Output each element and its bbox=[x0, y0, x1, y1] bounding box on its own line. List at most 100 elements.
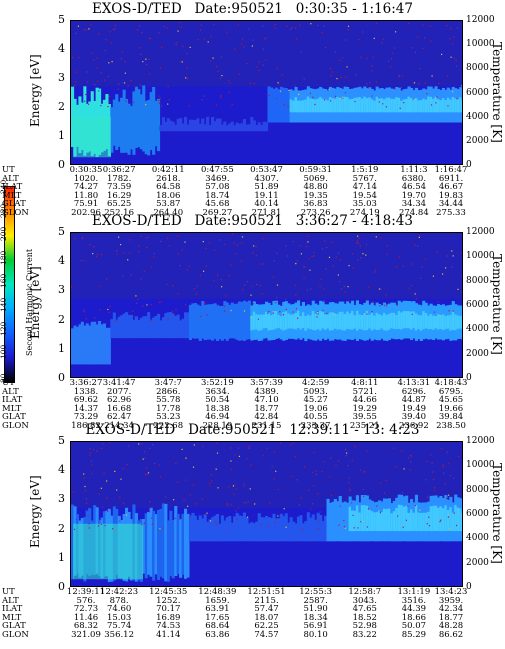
ephemeris-value: 0:36:27 bbox=[102, 165, 136, 175]
ephemeris-value: 12:48:39 bbox=[198, 587, 237, 597]
noise-speckle bbox=[344, 291, 346, 293]
spectrogram-core bbox=[397, 311, 401, 329]
noise-speckle bbox=[173, 314, 175, 316]
spectrogram-column bbox=[169, 120, 173, 132]
noise-speckle bbox=[221, 75, 223, 77]
spectrogram-column bbox=[225, 302, 229, 341]
noise-speckle bbox=[217, 274, 219, 276]
ephemeris-value: 53.23 bbox=[156, 412, 181, 423]
noise-speckle bbox=[260, 524, 263, 526]
noise-speckle bbox=[340, 76, 342, 78]
spectrogram-core bbox=[299, 316, 303, 330]
noise-speckle bbox=[87, 103, 90, 105]
noise-speckle bbox=[210, 36, 212, 38]
spectrogram-column bbox=[159, 125, 163, 132]
noise-speckle bbox=[193, 444, 195, 446]
noise-speckle bbox=[108, 101, 110, 103]
noise-speckle bbox=[204, 302, 206, 304]
ephemeris-value: 1:11:3 bbox=[400, 165, 428, 175]
spectrogram-column bbox=[346, 502, 350, 542]
noise-speckle bbox=[426, 93, 428, 95]
spectrogram-core bbox=[370, 313, 374, 331]
ephemeris-value: 18.77 bbox=[254, 403, 279, 414]
spectrogram-core bbox=[370, 99, 374, 113]
noise-speckle bbox=[160, 240, 162, 243]
spectrogram-column bbox=[321, 521, 325, 542]
noise-speckle bbox=[317, 311, 319, 313]
spectrogram-column bbox=[245, 301, 249, 340]
y-right-tick-label: 12000 bbox=[466, 227, 495, 237]
noise-speckle bbox=[267, 312, 269, 314]
spectrogram-core bbox=[429, 314, 433, 330]
spectrogram-core bbox=[270, 315, 274, 330]
y-right-tick-label: 0 bbox=[466, 373, 472, 383]
spectrogram-column bbox=[186, 312, 190, 339]
noise-speckle bbox=[249, 82, 251, 84]
noise-speckle bbox=[84, 311, 86, 313]
noise-speckle bbox=[117, 88, 119, 90]
noise-speckle bbox=[259, 263, 261, 265]
spectrogram-column bbox=[125, 99, 129, 153]
ephemeris-value: 53.87 bbox=[156, 199, 181, 210]
spectrogram-core bbox=[380, 98, 384, 113]
noise-speckle bbox=[85, 93, 87, 96]
noise-speckle bbox=[224, 310, 226, 312]
noise-speckle bbox=[120, 478, 122, 480]
noise-speckle bbox=[308, 489, 310, 491]
spectrogram-core bbox=[451, 512, 455, 532]
noise-speckle bbox=[312, 96, 314, 98]
spectrogram-core bbox=[316, 315, 320, 330]
noise-speckle bbox=[303, 78, 305, 80]
spectrogram-column bbox=[164, 121, 168, 132]
noise-speckle bbox=[185, 77, 187, 79]
spectrogram-column bbox=[71, 504, 75, 580]
spectrogram-column bbox=[149, 507, 153, 577]
noise-speckle bbox=[114, 28, 116, 30]
noise-speckle bbox=[303, 466, 306, 468]
spectrogram-column bbox=[242, 300, 246, 341]
noise-speckle bbox=[81, 238, 84, 240]
spectrogram-svg bbox=[71, 442, 462, 586]
noise-speckle bbox=[259, 284, 261, 287]
noise-speckle bbox=[348, 265, 350, 267]
ephemeris-value: 45.65 bbox=[438, 395, 464, 406]
noise-speckle bbox=[447, 75, 449, 77]
spectrogram-column bbox=[220, 515, 224, 542]
noise-speckle bbox=[385, 294, 387, 296]
spectrogram-column bbox=[331, 501, 335, 542]
spectrogram-column bbox=[152, 510, 156, 581]
spectrogram-column bbox=[262, 517, 266, 542]
ephemeris-table: UT 0:30:35 0:36:27 0:42:11 0:47:55 0:53:47 0:5… bbox=[2, 166, 502, 218]
noise-speckle bbox=[82, 237, 84, 239]
ephemeris-value: 65.25 bbox=[106, 199, 132, 210]
spectrogram-column bbox=[213, 303, 217, 339]
noise-speckle bbox=[344, 527, 346, 529]
noise-speckle bbox=[107, 510, 109, 513]
spectrogram-core bbox=[422, 311, 426, 330]
spectrogram-column bbox=[122, 313, 126, 339]
spectrogram-core bbox=[336, 313, 340, 330]
noise-speckle bbox=[422, 24, 424, 26]
spectrogram-core bbox=[272, 311, 276, 330]
spectrogram-core bbox=[351, 510, 355, 532]
noise-speckle bbox=[106, 497, 108, 499]
noise-speckle bbox=[71, 286, 73, 288]
spectrogram-core bbox=[348, 313, 352, 330]
noise-speckle bbox=[402, 491, 404, 494]
noise-speckle bbox=[182, 45, 184, 47]
y-right-tick-label: 10000 bbox=[466, 251, 495, 262]
spectrogram-column bbox=[139, 94, 143, 150]
ephemeris-value: 19.49 bbox=[401, 403, 427, 414]
noise-speckle bbox=[359, 245, 361, 247]
noise-speckle bbox=[275, 302, 277, 304]
spectrogram-core bbox=[402, 311, 406, 329]
ephemeris-value: 2587. bbox=[303, 595, 328, 606]
noise-speckle bbox=[434, 487, 436, 489]
noise-speckle bbox=[253, 83, 256, 85]
noise-speckle bbox=[167, 319, 169, 321]
ephemeris-value: 236.92 bbox=[399, 420, 429, 431]
noise-speckle bbox=[385, 479, 387, 481]
noise-speckle bbox=[152, 444, 154, 446]
noise-speckle bbox=[363, 495, 365, 497]
noise-speckle bbox=[89, 448, 91, 450]
